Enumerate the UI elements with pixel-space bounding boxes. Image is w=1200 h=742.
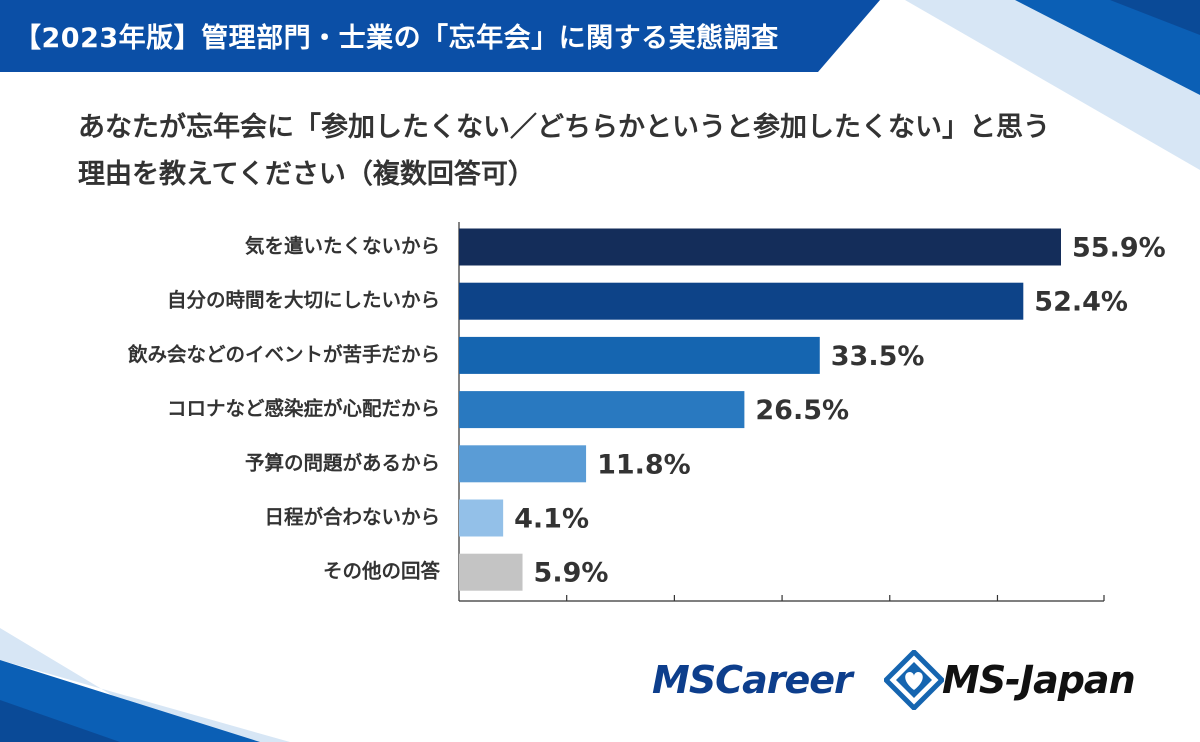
category-label: コロナなど感染症が心配だから [167,397,440,420]
category-label: その他の回答 [323,560,441,583]
logo-area: MSCareer MS-Japan [652,646,1172,726]
page-title: 【2023年版】管理部門・士業の「忘年会」に関する実態調査 [14,23,779,54]
header-band [0,0,880,72]
msjapan-logo: MS-Japan [942,658,1136,702]
category-label: 飲み会などのイベントが苦手だから [127,343,440,366]
diamond-heart-icon [884,650,944,710]
chart-question: あなたが忘年会に「参加したくない／どちらかというと参加したくない」と思う 理由を… [78,104,1158,198]
bar [459,282,1024,320]
value-label: 52.4% [1034,287,1128,318]
value-label: 33.5% [831,341,925,372]
value-label: 55.9% [1072,233,1166,264]
bar [459,553,523,591]
category-label: 予算の問題があるから [245,451,440,474]
category-label: 気を遣いたくないから [245,235,440,258]
category-label: 自分の時間を大切にしたいから [167,289,440,312]
value-label: 26.5% [755,395,849,426]
value-label: 5.9% [534,558,609,589]
category-label: 日程が合わないから [264,506,440,529]
bar [459,445,587,483]
bar [459,391,745,429]
bar [459,499,504,537]
bar [459,228,1061,266]
question-line-2: 理由を教えてください（複数回答可） [78,159,535,190]
value-label: 4.1% [514,504,589,535]
bar [459,336,820,374]
question-line-1: あなたが忘年会に「参加したくない／どちらかというと参加したくない」と思う [78,112,1050,143]
mscareer-logo: MSCareer [652,658,853,702]
value-label: 11.8% [597,449,691,480]
